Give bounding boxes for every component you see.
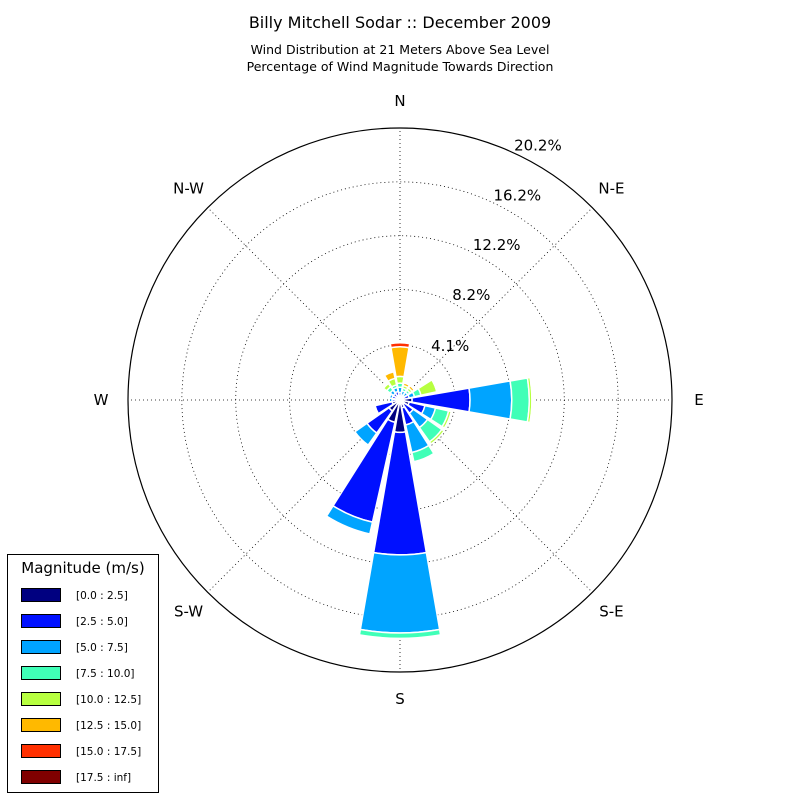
chart-subtitle-line-1: Wind Distribution at 21 Meters Above Sea… xyxy=(251,42,550,57)
compass-label-s: S xyxy=(395,690,405,708)
bar-ssw-bin-2 xyxy=(325,504,374,535)
legend-swatch xyxy=(21,588,61,602)
legend-item-label: [15.0 : 17.5] xyxy=(76,746,141,758)
bar-e-bin-2 xyxy=(468,380,513,420)
bar-sw-bin-2 xyxy=(353,422,378,447)
bar-s-bin-2 xyxy=(359,551,441,634)
bar-nw-bin-5 xyxy=(381,381,390,390)
compass-label-s-w: S-W xyxy=(174,602,203,620)
legend-swatch xyxy=(21,744,61,758)
compass-label-n-w: N-W xyxy=(173,180,204,198)
radial-tick-label: 16.2% xyxy=(493,186,541,204)
wind-bars xyxy=(325,342,534,640)
legend-swatch xyxy=(21,718,61,732)
legend-swatch xyxy=(21,666,61,680)
legend-item-label: [7.5 : 10.0] xyxy=(76,668,134,680)
bar-wsw-bin-2 xyxy=(372,404,380,416)
legend-swatch xyxy=(21,640,61,654)
compass-label-w: W xyxy=(94,391,109,409)
bar-ese-bin-4 xyxy=(441,410,453,430)
radial-tick-label: 8.2% xyxy=(452,286,490,304)
legend-item-label: [12.5 : 15.0] xyxy=(76,720,141,732)
polar-grid xyxy=(127,127,673,673)
polar-labels: N N-E E S-E S S-W W N-W 4.1% 8.2% 12.2% 16.2% 20.2% xyxy=(94,92,704,708)
radial-tick-label: 20.2% xyxy=(514,137,562,155)
bar-n-bin-6 xyxy=(389,342,411,349)
bar-nne-bin-5 xyxy=(402,382,411,389)
compass-label-s-e: S-E xyxy=(599,602,623,620)
legend-swatch xyxy=(21,614,61,628)
legend-item-label: [10.0 : 12.5] xyxy=(76,694,141,706)
legend-title: Magnitude (m/s) xyxy=(21,559,144,577)
grid-spoke xyxy=(399,399,593,593)
outer-ring xyxy=(127,127,673,673)
radial-tick-label: 12.2% xyxy=(473,236,521,254)
compass-label-n: N xyxy=(394,92,405,110)
bar-e-bin-3 xyxy=(509,377,530,423)
legend-swatch xyxy=(21,692,61,706)
grid-ring xyxy=(181,181,619,619)
compass-label-n-e: N-E xyxy=(598,180,624,198)
legend-item-label: [2.5 : 5.0] xyxy=(76,616,128,628)
grid-spoke xyxy=(207,207,401,401)
bar-s-bin-3 xyxy=(358,628,442,640)
legend: Magnitude (m/s) [0.0 : 2.5] [2.5 : 5.0] [5.… xyxy=(7,554,159,793)
bar-se-bin-4 xyxy=(428,428,446,446)
bar-n-bin-4 xyxy=(395,375,405,385)
bar-ene-bin-5 xyxy=(430,378,439,393)
legend-swatch xyxy=(21,770,61,784)
bar-nnw-bin-5 xyxy=(383,370,397,383)
radial-tick-label: 4.1% xyxy=(431,337,469,355)
grid-spoke xyxy=(399,207,593,401)
bar-sse-bin-3 xyxy=(410,444,435,463)
compass-label-e: E xyxy=(694,391,703,409)
bar-e-bin-5 xyxy=(529,376,534,424)
legend-item-label: [17.5 : inf] xyxy=(76,772,131,784)
legend-item-label: [0.0 : 2.5] xyxy=(76,590,128,602)
bar-ne-bin-6 xyxy=(409,383,417,391)
chart-title: Billy Mitchell Sodar :: December 2009 xyxy=(249,13,551,32)
grid-spoke xyxy=(207,399,401,593)
legend-item-label: [5.0 : 7.5] xyxy=(76,642,128,654)
chart-subtitle-line-2: Percentage of Wind Magnitude Towards Dir… xyxy=(247,59,554,74)
